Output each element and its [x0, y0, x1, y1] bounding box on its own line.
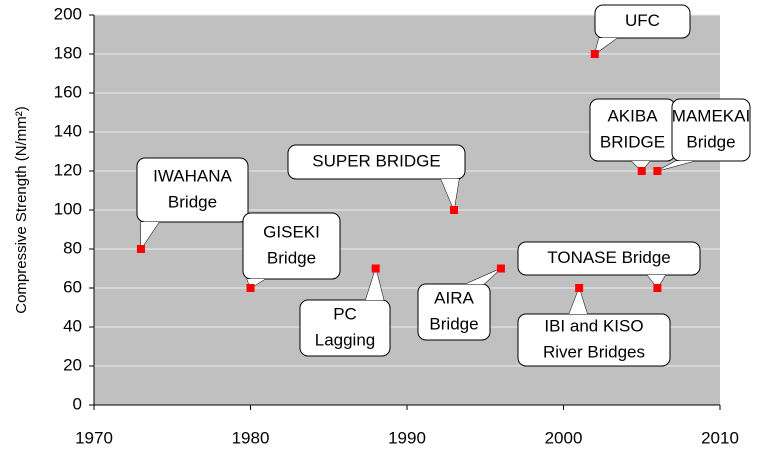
callout-label: MAMEKAI — [672, 106, 750, 125]
callout-box — [242, 212, 341, 280]
callout-label: Lagging — [315, 330, 376, 349]
callout-label: Bridge — [429, 314, 478, 333]
point — [575, 284, 584, 292]
y-tick-label: 120 — [54, 160, 82, 179]
callout-box — [299, 299, 391, 357]
point — [653, 284, 662, 292]
callout-box — [287, 144, 466, 180]
x-tick-label: 1980 — [232, 428, 270, 447]
callout-box — [417, 283, 491, 341]
callout-label: UFC — [625, 11, 660, 30]
y-tick-label: 0 — [73, 394, 82, 413]
callout-join — [631, 161, 650, 171]
callout-label: TONASE Bridge — [547, 248, 670, 267]
y-tick-label: 60 — [63, 277, 82, 296]
y-tick-label: 200 — [54, 4, 82, 23]
y-tick-label: 140 — [54, 121, 82, 140]
y-tick-label: 180 — [54, 43, 82, 62]
callout-label: PC — [333, 304, 357, 323]
callout-join — [569, 288, 588, 314]
callout-join — [594, 38, 617, 54]
callout-box — [517, 241, 701, 276]
callout-join — [466, 268, 501, 284]
point — [449, 206, 458, 214]
point — [496, 264, 505, 273]
y-tick-label: 160 — [54, 82, 82, 101]
y-axis-label: Compressive Strength (N/mm²) — [13, 106, 30, 314]
callout-box — [136, 157, 249, 223]
point — [371, 264, 380, 273]
callout-label: IWAHANA — [153, 166, 232, 185]
callout-box — [594, 4, 691, 39]
callout-label: IBI and KISO — [544, 316, 643, 335]
x-tick-label: 2000 — [545, 428, 583, 447]
y-tick-label: 40 — [63, 316, 82, 335]
callout-label: Bridge — [168, 192, 217, 211]
callout-join — [647, 275, 666, 288]
x-tick-label: 2010 — [701, 428, 739, 447]
callout-label: GISEKI — [263, 222, 320, 241]
callout-label: Bridge — [686, 132, 735, 151]
y-tick-label: 80 — [63, 238, 82, 257]
callout-join — [140, 222, 159, 249]
callout-label: BRIDGE — [600, 132, 665, 151]
callout-label: River Bridges — [543, 342, 645, 361]
callout-label: AKIBA — [607, 106, 658, 125]
callout-join — [657, 161, 694, 171]
callout-box — [671, 98, 751, 162]
point — [136, 245, 145, 253]
point — [653, 167, 662, 175]
callout-label: AIRA — [434, 288, 474, 307]
y-tick-label: 20 — [63, 355, 82, 374]
x-tick-label: 1990 — [388, 428, 426, 447]
point — [637, 167, 646, 175]
x-tick-label: 1970 — [75, 428, 113, 447]
y-tick-label: 100 — [54, 199, 82, 218]
callout-box — [517, 313, 671, 367]
callout-label: SUPER BRIDGE — [312, 151, 440, 170]
callout-join — [365, 268, 384, 300]
callout-join — [441, 179, 459, 210]
point — [246, 284, 255, 292]
callout-label: Bridge — [267, 248, 316, 267]
point — [590, 50, 599, 58]
